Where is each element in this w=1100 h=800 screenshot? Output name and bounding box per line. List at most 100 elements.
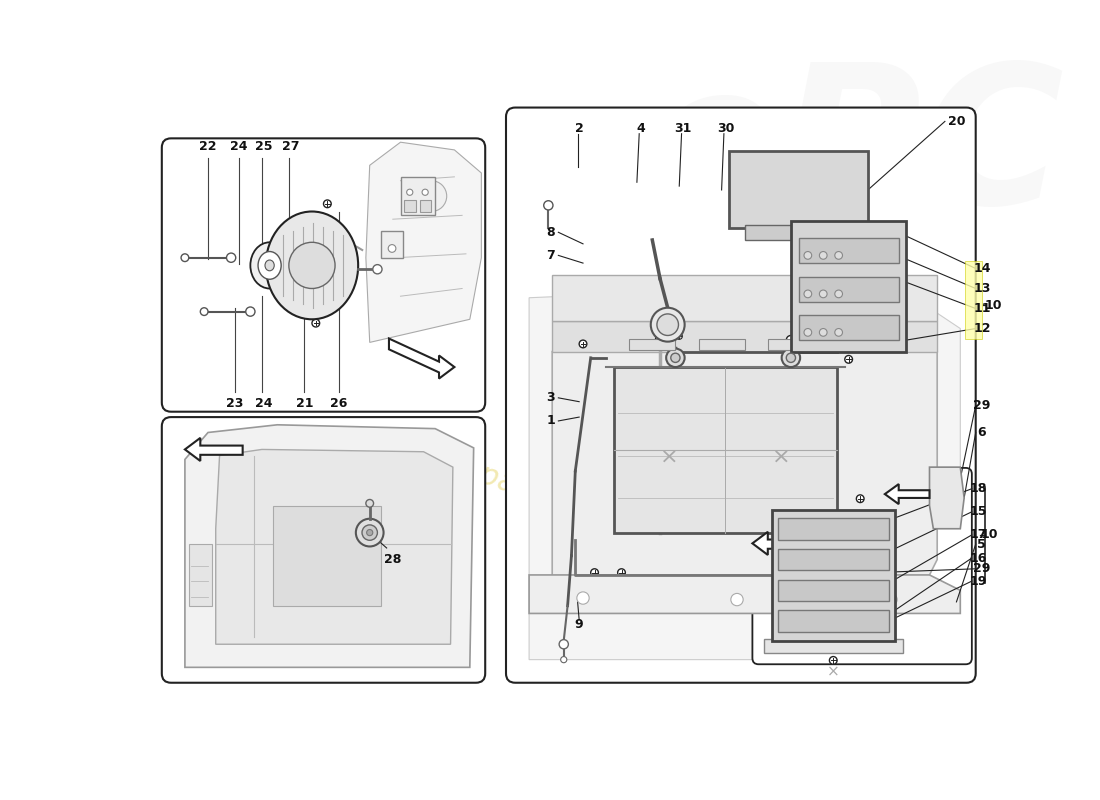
Text: 29: 29 [974,399,990,412]
Circle shape [884,594,898,606]
Circle shape [373,265,382,274]
Text: 23: 23 [227,397,243,410]
Bar [778,549,889,570]
Bar [420,200,431,211]
Ellipse shape [251,242,289,289]
Bar [778,518,889,539]
Circle shape [804,251,812,259]
Bar [698,338,745,350]
Circle shape [407,189,412,195]
Circle shape [323,200,331,208]
Bar [778,579,889,601]
Ellipse shape [266,211,359,319]
Text: 5: 5 [978,538,987,550]
Circle shape [799,229,806,236]
Circle shape [940,475,948,482]
Text: 17: 17 [969,529,987,542]
Circle shape [618,569,625,577]
Text: 3: 3 [547,391,556,404]
Circle shape [820,290,827,298]
Ellipse shape [265,260,274,270]
Circle shape [887,340,895,348]
Ellipse shape [258,251,282,279]
Bar [629,338,675,350]
Polygon shape [552,321,937,352]
Bar [745,225,852,240]
Text: 20: 20 [948,115,965,128]
FancyBboxPatch shape [162,417,485,682]
Circle shape [852,159,860,167]
Bar [274,506,382,606]
Polygon shape [884,484,930,504]
Circle shape [366,530,373,536]
Circle shape [356,518,384,546]
Circle shape [810,332,818,340]
Circle shape [656,335,664,345]
FancyBboxPatch shape [752,468,972,664]
Text: 22: 22 [199,140,217,154]
Text: 27: 27 [283,140,300,154]
Text: 25: 25 [255,140,273,154]
Bar [189,544,212,606]
Circle shape [856,495,865,502]
Text: 10: 10 [984,299,1002,312]
Text: 29: 29 [974,562,990,575]
Circle shape [245,307,255,316]
Text: 24: 24 [230,140,248,154]
Bar [778,610,889,632]
Text: ×: × [827,665,839,679]
Bar [729,151,868,229]
Text: 16: 16 [969,551,987,565]
Bar [552,274,937,321]
Circle shape [289,242,336,289]
Circle shape [786,353,795,362]
Text: 11: 11 [974,302,991,315]
Circle shape [657,314,679,335]
Text: 24: 24 [255,397,273,410]
Polygon shape [752,532,806,555]
Circle shape [804,329,812,336]
Text: 14: 14 [974,262,991,275]
Circle shape [591,569,598,577]
Text: 2: 2 [575,122,583,135]
Bar [799,315,899,340]
Circle shape [835,329,843,336]
Bar [614,367,837,533]
Polygon shape [552,352,937,590]
Circle shape [845,355,853,363]
Circle shape [804,290,812,298]
Circle shape [416,181,447,211]
Bar [799,238,899,263]
Text: 7: 7 [547,249,556,262]
Circle shape [200,308,208,315]
Polygon shape [216,450,453,644]
Circle shape [825,493,834,500]
Text: 4: 4 [637,122,645,135]
Circle shape [835,290,843,298]
Text: 10: 10 [981,529,999,542]
Bar [400,177,436,215]
Bar [799,277,899,302]
Circle shape [852,569,860,577]
Bar [772,510,895,641]
Polygon shape [529,282,960,660]
Circle shape [940,514,948,521]
Bar [405,200,416,211]
Circle shape [366,499,374,507]
Polygon shape [529,575,960,614]
Circle shape [559,640,569,649]
Bar [763,639,902,653]
Circle shape [576,592,590,604]
Circle shape [737,159,745,167]
Circle shape [182,254,189,262]
Text: 31: 31 [674,122,692,135]
Bar [382,230,403,258]
Text: 19: 19 [969,574,987,587]
FancyBboxPatch shape [506,107,976,682]
Text: 21: 21 [296,397,314,410]
Text: 1: 1 [547,414,556,427]
Circle shape [820,251,827,259]
Circle shape [820,329,827,336]
Polygon shape [389,338,454,378]
Circle shape [579,340,587,348]
